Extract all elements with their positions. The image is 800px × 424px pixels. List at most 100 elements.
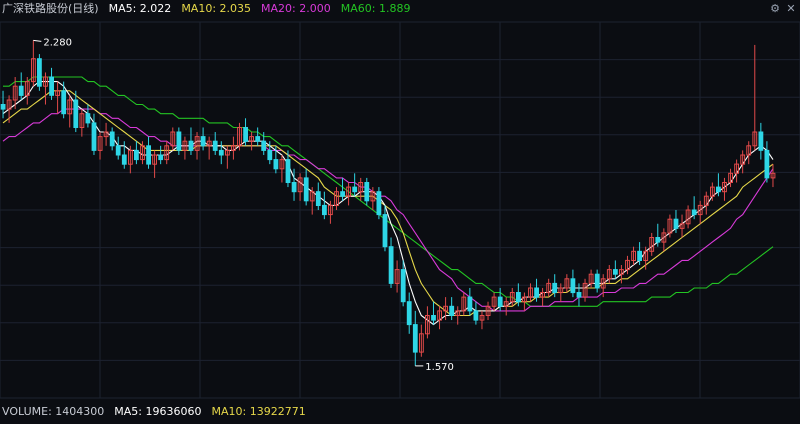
- candle-body: [376, 191, 382, 216]
- candlestick: [91, 113, 97, 155]
- candlestick: [770, 164, 776, 188]
- candle-body: [334, 191, 339, 206]
- candle-body: [43, 76, 48, 87]
- candle-body: [31, 58, 36, 83]
- candlestick: [309, 187, 315, 215]
- volume-ma10: MA10: 13922771: [211, 405, 306, 418]
- volume-legend: VOLUME: 1404300 MA5: 19636060 MA10: 1392…: [0, 404, 306, 420]
- candle-body: [358, 182, 364, 193]
- candlestick: [31, 40, 36, 87]
- candlestick: [55, 81, 61, 114]
- candle-body: [509, 292, 515, 303]
- candle-body: [437, 310, 443, 321]
- candlestick: [740, 150, 746, 174]
- candle-body: [91, 122, 97, 151]
- candle-body: [758, 131, 764, 151]
- candlestick: [606, 265, 612, 284]
- candlestick: [249, 132, 254, 151]
- candle-body: [491, 296, 497, 307]
- candlestick: [503, 297, 509, 316]
- close-icon[interactable]: ✕: [786, 2, 796, 15]
- candlestick: [528, 283, 533, 302]
- candle-body: [128, 149, 133, 165]
- candlestick: [12, 77, 18, 110]
- candle-body: [431, 315, 436, 321]
- candlestick: [619, 265, 624, 284]
- candlestick: [67, 95, 73, 128]
- candlestick: [37, 54, 42, 91]
- candlestick: [0, 90, 6, 119]
- candlestick: [261, 132, 267, 155]
- candlestick: [649, 232, 655, 256]
- candle-body: [188, 140, 194, 151]
- candlestick: [637, 242, 643, 266]
- candle-body: [218, 149, 224, 156]
- candlestick: [716, 173, 721, 197]
- candlestick: [364, 177, 370, 206]
- candlestick: [655, 223, 661, 247]
- candle-body: [297, 177, 303, 193]
- candle-body: [6, 99, 12, 110]
- candle-body: [479, 315, 485, 321]
- candlestick: [267, 141, 273, 165]
- candlestick: [255, 127, 261, 146]
- candle-body: [18, 85, 24, 96]
- candle-body: [37, 58, 42, 87]
- candlestick: [485, 301, 491, 321]
- candlestick: [103, 122, 109, 146]
- candlestick: [509, 287, 515, 307]
- candle-body: [449, 305, 455, 316]
- candle-body: [425, 315, 430, 335]
- candlestick: [176, 127, 182, 155]
- candle-body: [455, 310, 461, 316]
- candle-body: [231, 145, 236, 151]
- legend-ma10: MA10: 2.035: [181, 2, 252, 15]
- candlestick: [588, 269, 594, 288]
- candle-body: [685, 209, 691, 225]
- candle-body: [12, 85, 18, 101]
- candlestick: [322, 191, 327, 220]
- candlestick: [758, 122, 764, 160]
- candlestick: [164, 141, 170, 165]
- candle-body: [164, 145, 170, 161]
- candle-body: [613, 269, 618, 275]
- candlestick: [109, 127, 115, 151]
- candlestick: [18, 72, 24, 100]
- candlestick: [225, 145, 230, 169]
- candle-body: [328, 204, 333, 216]
- volume-ma5: MA5: 19636060: [114, 405, 202, 418]
- candlestick: [455, 306, 461, 325]
- candle-body: [243, 127, 248, 142]
- candle-body: [528, 287, 533, 298]
- candlestick: [315, 182, 321, 210]
- candle-body: [85, 113, 91, 124]
- ma60-line: [3, 76, 774, 307]
- candlestick: [6, 95, 12, 123]
- candlestick: [340, 177, 346, 201]
- candlestick: [231, 136, 236, 160]
- candle-body: [303, 177, 309, 202]
- candle-body: [516, 292, 521, 303]
- candlestick: [449, 297, 455, 321]
- candlestick: [200, 127, 206, 151]
- candle-body: [206, 140, 212, 147]
- candlestick: [140, 141, 145, 165]
- candlestick: [194, 132, 200, 160]
- candle-body: [0, 104, 6, 110]
- candlestick: [703, 191, 709, 215]
- candle-body: [564, 278, 570, 289]
- candlestick: [43, 72, 48, 105]
- candlestick: [73, 90, 79, 133]
- candle-body: [158, 154, 164, 161]
- candlestick: [661, 228, 667, 252]
- marker-label: 1.570: [425, 362, 454, 373]
- candle-body: [764, 149, 770, 179]
- candle-body: [140, 145, 145, 161]
- candle-body: [552, 282, 558, 294]
- candle-body: [309, 191, 315, 202]
- candle-body: [691, 209, 697, 216]
- candlestick: [546, 278, 552, 298]
- gear-icon[interactable]: ⚙: [770, 2, 780, 15]
